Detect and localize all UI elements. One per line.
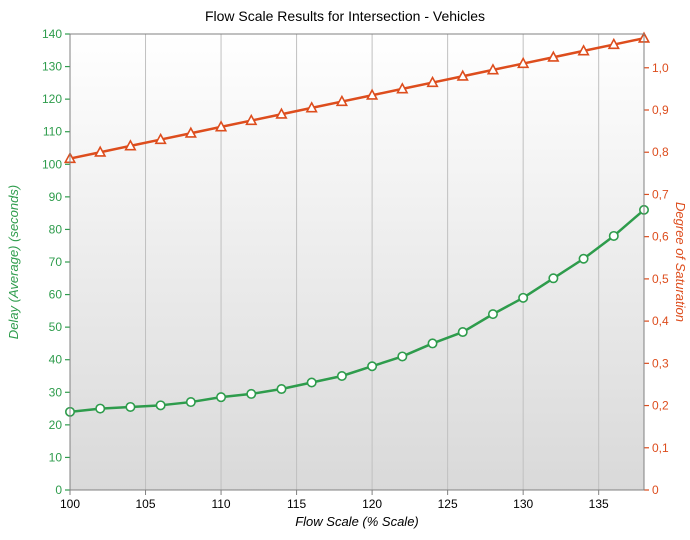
y-left-tick-label: 10 bbox=[49, 450, 63, 464]
y-right-tick-label: 0,8 bbox=[652, 145, 669, 159]
y-left-axis-label: Delay (Average) (seconds) bbox=[6, 185, 21, 339]
x-tick-label: 135 bbox=[589, 497, 609, 511]
y-right-tick-label: 0,3 bbox=[652, 356, 669, 370]
y-left-tick-label: 80 bbox=[49, 222, 63, 236]
marker-delay bbox=[549, 274, 557, 282]
y-left-tick-label: 60 bbox=[49, 288, 63, 302]
y-right-tick-label: 1,0 bbox=[652, 61, 669, 75]
y-right-tick-label: 0,7 bbox=[652, 187, 669, 201]
x-axis-label: Flow Scale (% Scale) bbox=[295, 514, 419, 529]
marker-delay bbox=[217, 393, 225, 401]
y-left-tick-label: 90 bbox=[49, 190, 63, 204]
marker-delay bbox=[519, 294, 527, 302]
y-left-tick-label: 100 bbox=[42, 157, 62, 171]
marker-delay bbox=[126, 403, 134, 411]
y-right-tick-label: 0 bbox=[652, 483, 659, 497]
y-right-tick-label: 0,4 bbox=[652, 314, 669, 328]
marker-delay bbox=[398, 352, 406, 360]
y-left-tick-label: 120 bbox=[42, 92, 62, 106]
y-left-tick-label: 0 bbox=[55, 483, 62, 497]
y-left-tick-label: 30 bbox=[49, 385, 63, 399]
y-right-tick-label: 0,5 bbox=[652, 272, 669, 286]
y-right-tick-label: 0,2 bbox=[652, 399, 669, 413]
marker-delay bbox=[96, 404, 104, 412]
x-tick-label: 125 bbox=[438, 497, 458, 511]
chart-title: Flow Scale Results for Intersection - Ve… bbox=[0, 8, 690, 24]
marker-delay bbox=[579, 255, 587, 263]
marker-delay bbox=[368, 362, 376, 370]
x-tick-label: 105 bbox=[136, 497, 156, 511]
marker-delay bbox=[459, 328, 467, 336]
x-tick-label: 100 bbox=[60, 497, 80, 511]
marker-delay bbox=[247, 390, 255, 398]
marker-delay bbox=[277, 385, 285, 393]
marker-delay bbox=[428, 339, 436, 347]
y-right-tick-label: 0,9 bbox=[652, 103, 669, 117]
marker-delay bbox=[307, 378, 315, 386]
y-left-tick-label: 20 bbox=[49, 418, 63, 432]
y-left-tick-label: 140 bbox=[42, 27, 62, 41]
y-right-tick-label: 0,1 bbox=[652, 441, 669, 455]
chart-svg: 100105110115120125130135Flow Scale (% Sc… bbox=[0, 0, 690, 540]
marker-delay bbox=[156, 401, 164, 409]
x-tick-label: 110 bbox=[211, 497, 230, 511]
x-tick-label: 120 bbox=[362, 497, 382, 511]
y-right-tick-label: 0,6 bbox=[652, 230, 669, 244]
marker-delay bbox=[610, 232, 618, 240]
plot-area bbox=[70, 34, 644, 490]
marker-delay bbox=[338, 372, 346, 380]
y-left-tick-label: 130 bbox=[42, 60, 62, 74]
x-tick-label: 130 bbox=[513, 497, 533, 511]
x-tick-label: 115 bbox=[287, 497, 306, 511]
y-left-tick-label: 50 bbox=[49, 320, 63, 334]
y-left-tick-label: 40 bbox=[49, 353, 63, 367]
y-left-tick-label: 70 bbox=[49, 255, 63, 269]
y-right-axis-label: Degree of Saturation bbox=[673, 202, 688, 322]
marker-delay bbox=[489, 310, 497, 318]
marker-delay bbox=[187, 398, 195, 406]
chart-container: Flow Scale Results for Intersection - Ve… bbox=[0, 0, 690, 540]
y-left-tick-label: 110 bbox=[43, 125, 62, 139]
